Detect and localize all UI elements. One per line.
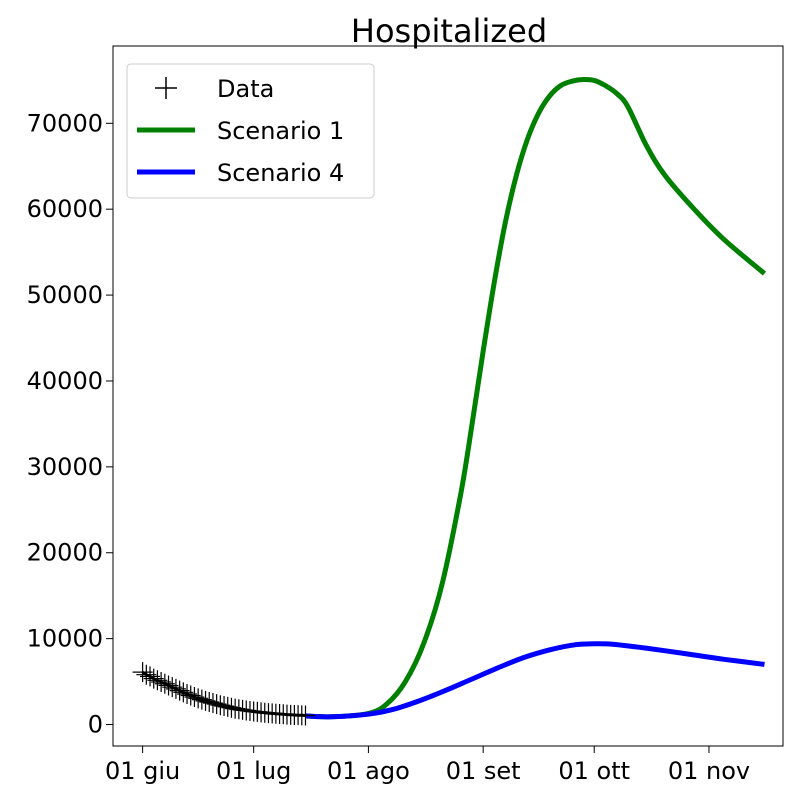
data-point [147,670,168,691]
y-tick-label: 20000 [27,539,103,567]
data-point [169,680,190,701]
series-line-scenario-4 [305,641,765,720]
x-tick-label: 01 giu [105,757,180,785]
x-tick-label: 01 lug [216,757,291,785]
legend: Data Scenario 1 Scenario 4 [126,63,375,199]
legend-label: Data [217,75,274,103]
data-point [195,690,216,711]
legend-box [126,63,375,199]
series-line-scenario-1 [305,76,767,720]
y-axis: 0 10000 20000 30000 40000 50000 60000 70000 [27,109,113,739]
data-point [180,685,201,706]
data-point [136,664,157,685]
y-tick-label: 70000 [27,109,103,137]
x-axis: 01 giu 01 lug 01 ago 01 set 01 ott 01 nov [105,746,750,785]
data-point [143,668,164,689]
data-point [202,693,223,714]
data-point [225,698,246,719]
plot-area [112,45,784,747]
x-tick-label: 01 nov [668,757,750,785]
y-tick-label: 0 [88,711,103,739]
series-data-markers [132,662,316,726]
data-point [295,705,316,726]
y-tick-label: 50000 [27,281,103,309]
legend-marker-data [155,77,177,99]
y-tick-label: 40000 [27,367,103,395]
x-tick-label: 01 ago [327,757,410,785]
data-point [158,675,179,696]
data-point [140,666,161,687]
data-point [162,677,183,698]
y-tick-label: 30000 [27,453,103,481]
data-point [199,692,220,713]
data-point [132,662,153,683]
data-point [177,684,198,705]
data-point [217,696,238,717]
y-tick-label: 60000 [27,195,103,223]
data-point [191,689,212,710]
data-point [184,687,205,708]
data-point [188,688,209,709]
data-point [228,699,249,720]
legend-label: Scenario 1 [217,117,344,145]
data-point [154,673,175,694]
chart-title: Hospitalized [351,12,547,50]
x-tick-label: 01 ott [558,757,630,785]
data-point [151,672,172,693]
data-point [214,696,235,717]
y-tick-label: 10000 [27,625,103,653]
series-layer [132,76,767,726]
data-point [210,695,231,716]
legend-label: Scenario 4 [217,159,344,187]
x-tick-label: 01 set [446,757,521,785]
data-point [173,682,194,703]
data-point [165,678,186,699]
data-point [206,694,227,715]
data-point [221,697,242,718]
